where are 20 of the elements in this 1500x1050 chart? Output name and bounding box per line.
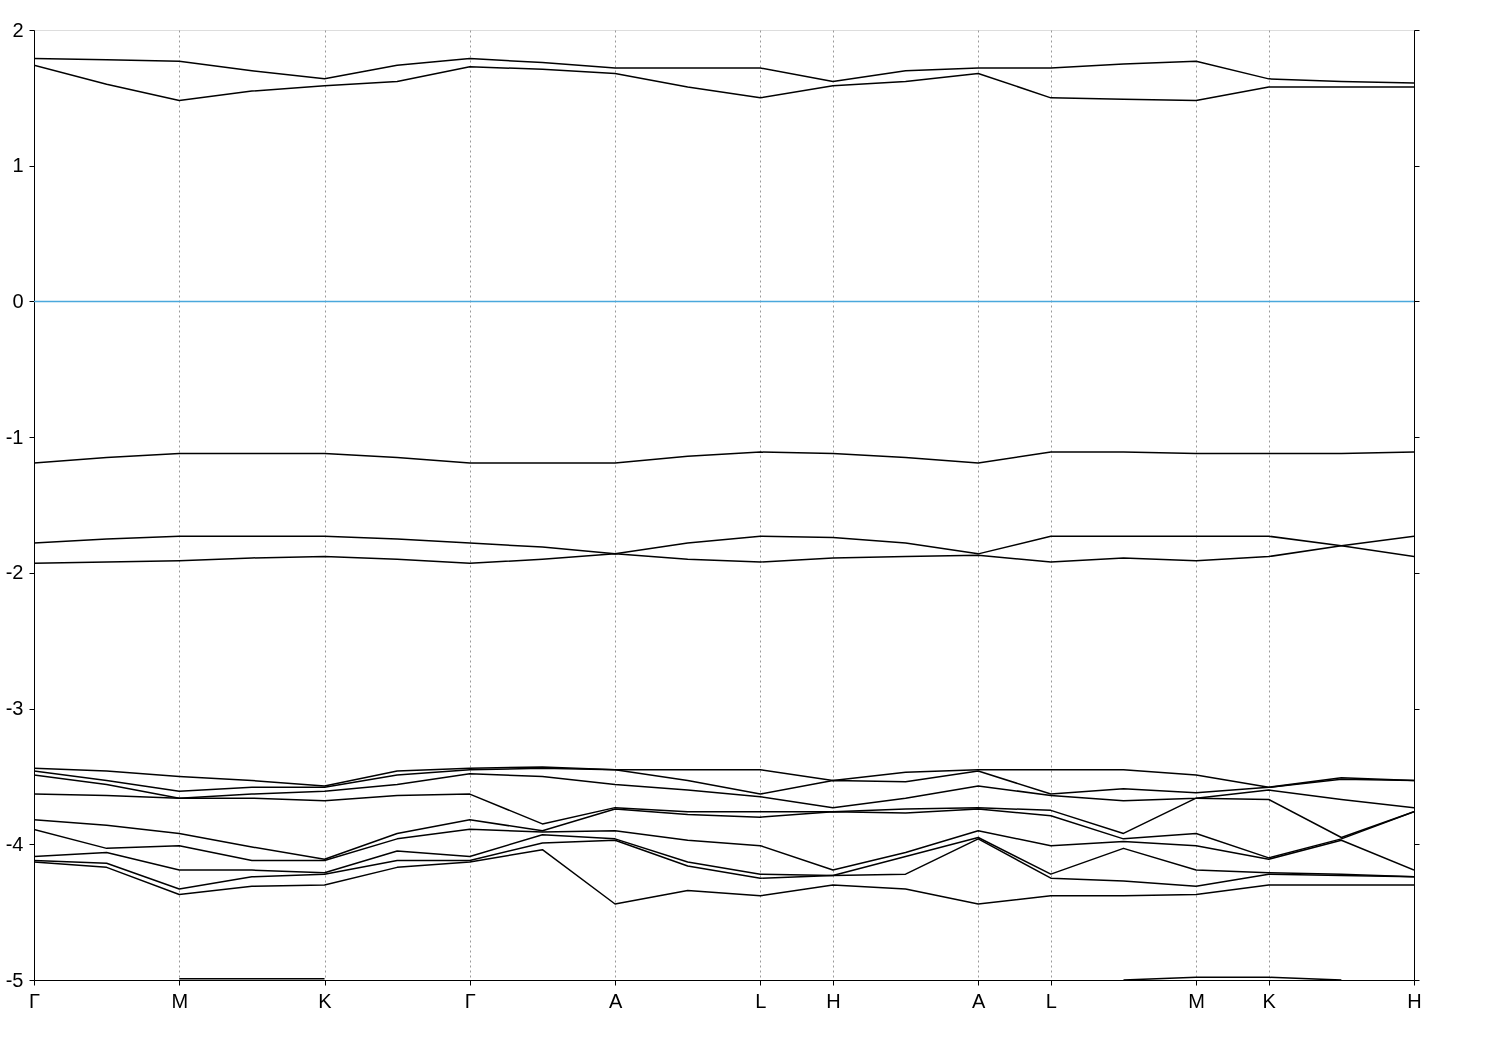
x-tick-label: Γ (28, 989, 41, 1012)
x-tick-label: A (608, 989, 623, 1012)
y-tick-label: 1 (12, 154, 24, 177)
x-tick-label: A (972, 989, 987, 1012)
y-tick-label: 2 (12, 18, 24, 41)
x-tick-label: H (826, 989, 841, 1012)
x-tick-label: K (1262, 989, 1277, 1012)
x-tick-label: K (318, 989, 333, 1012)
y-tick-label: -2 (5, 561, 24, 584)
y-tick-label: -3 (5, 697, 24, 720)
x-tick-label: Γ (464, 989, 476, 1012)
x-tick-label: L (1045, 989, 1057, 1012)
y-tick-label: -5 (5, 968, 24, 991)
x-tick-label: L (755, 989, 767, 1012)
y-tick-label: 0 (12, 289, 24, 312)
x-tick-label: M (1188, 989, 1205, 1012)
x-tick-label: H (1407, 989, 1422, 1012)
x-tick-label: M (171, 989, 189, 1012)
y-tick-label: -1 (5, 425, 24, 448)
y-tick-label: -4 (5, 832, 24, 855)
